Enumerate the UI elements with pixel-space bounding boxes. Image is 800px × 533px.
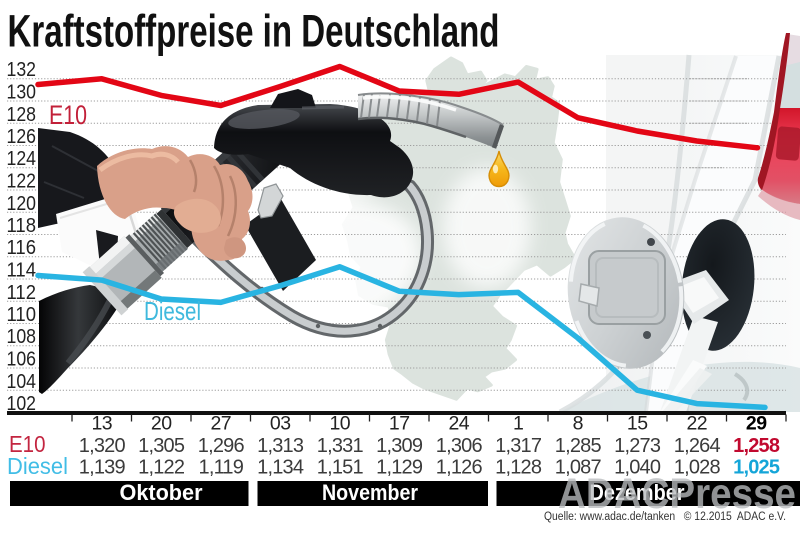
svg-text:1,317: 1,317: [495, 435, 542, 457]
svg-text:Dezember: Dezember: [590, 480, 685, 505]
svg-text:1,258: 1,258: [733, 435, 780, 457]
svg-text:1,151: 1,151: [317, 457, 364, 479]
svg-text:20: 20: [151, 413, 172, 435]
svg-text:1: 1: [513, 413, 523, 435]
svg-text:17: 17: [389, 413, 410, 435]
svg-text:22: 22: [686, 413, 707, 435]
svg-text:Diesel: Diesel: [144, 296, 201, 326]
svg-text:Kraftstoffpreise in Deutschlan: Kraftstoffpreise in Deutschland: [8, 6, 500, 57]
svg-text:126: 126: [7, 126, 37, 148]
svg-text:1,122: 1,122: [138, 457, 185, 479]
svg-text:10: 10: [329, 413, 350, 435]
svg-text:114: 114: [7, 260, 37, 282]
svg-text:1,028: 1,028: [674, 457, 721, 479]
svg-text:Quelle: www.adac.de/tanken ©: Quelle: www.adac.de/tanken © 12.2015 ADA…: [544, 511, 786, 523]
svg-text:1,119: 1,119: [199, 457, 244, 479]
svg-text:120: 120: [7, 193, 37, 215]
svg-text:130: 130: [7, 82, 37, 104]
svg-text:102: 102: [7, 393, 37, 415]
svg-text:1,305: 1,305: [138, 435, 185, 457]
svg-text:124: 124: [7, 148, 37, 170]
svg-text:Diesel: Diesel: [7, 453, 68, 479]
svg-text:112: 112: [7, 282, 37, 304]
svg-text:1,129: 1,129: [376, 457, 423, 479]
svg-text:November: November: [322, 480, 418, 505]
svg-text:1,285: 1,285: [555, 435, 602, 457]
svg-text:1,313: 1,313: [257, 435, 304, 457]
svg-text:118: 118: [7, 215, 37, 237]
svg-text:132: 132: [7, 59, 37, 81]
svg-text:116: 116: [7, 237, 37, 259]
svg-text:27: 27: [210, 413, 231, 435]
svg-text:1,134: 1,134: [257, 457, 304, 479]
svg-text:1,128: 1,128: [495, 457, 542, 479]
svg-text:03: 03: [270, 413, 291, 435]
svg-text:104: 104: [7, 371, 37, 393]
svg-text:15: 15: [627, 413, 648, 435]
svg-text:1,296: 1,296: [198, 435, 245, 457]
svg-text:1,306: 1,306: [436, 435, 483, 457]
svg-text:1,139: 1,139: [79, 457, 126, 479]
svg-text:1,087: 1,087: [555, 457, 602, 479]
svg-text:29: 29: [746, 413, 767, 435]
svg-text:108: 108: [7, 326, 37, 348]
svg-text:Oktober: Oktober: [120, 480, 203, 505]
svg-text:ADACPresse: ADACPresse: [558, 470, 796, 518]
svg-text:128: 128: [7, 104, 37, 126]
svg-text:1,273: 1,273: [614, 435, 661, 457]
svg-text:1,126: 1,126: [436, 457, 483, 479]
svg-text:1,264: 1,264: [674, 435, 721, 457]
svg-text:24: 24: [448, 413, 469, 435]
svg-text:1,320: 1,320: [79, 435, 126, 457]
svg-text:1,309: 1,309: [376, 435, 423, 457]
svg-text:1,331: 1,331: [317, 435, 364, 457]
svg-text:E10: E10: [9, 431, 46, 457]
svg-text:1,040: 1,040: [614, 457, 661, 479]
svg-text:8: 8: [573, 413, 583, 435]
svg-text:110: 110: [7, 304, 37, 326]
svg-text:106: 106: [7, 349, 37, 371]
svg-text:122: 122: [7, 171, 37, 193]
svg-text:1,025: 1,025: [733, 457, 780, 479]
svg-text:13: 13: [91, 413, 112, 435]
svg-text:E10: E10: [49, 100, 87, 130]
